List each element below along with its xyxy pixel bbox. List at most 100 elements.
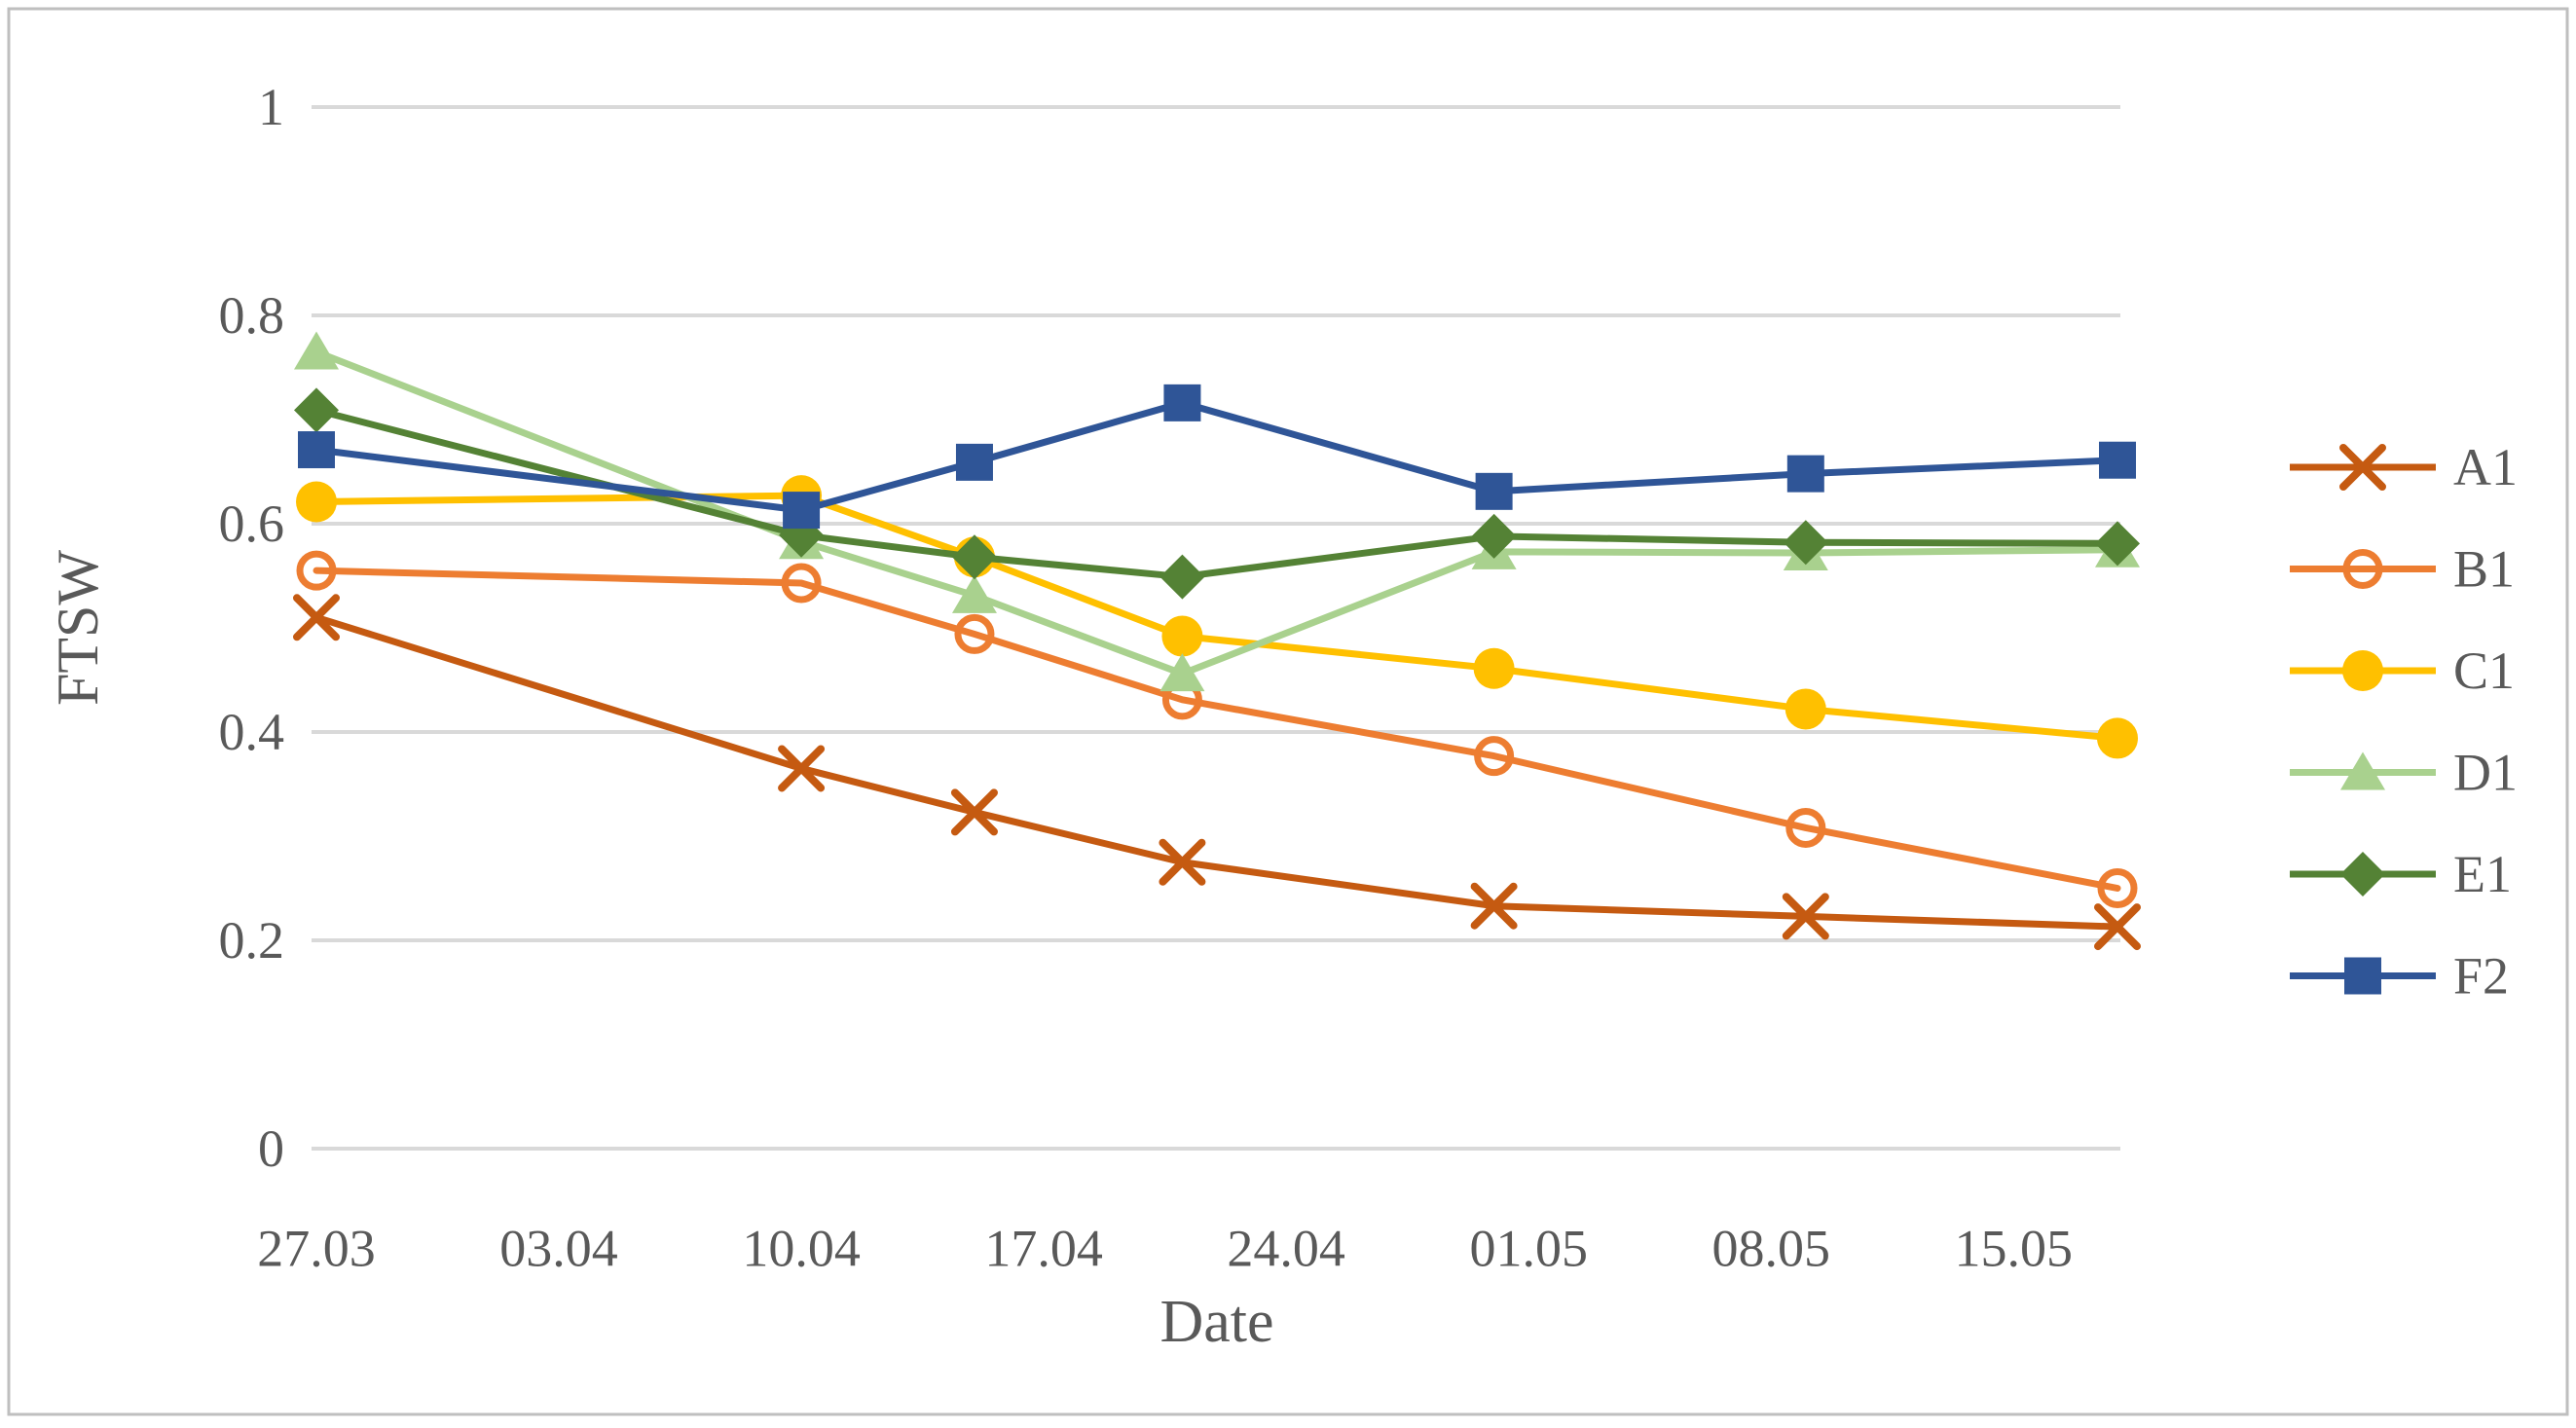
x-tick-label: 01.05 [1469,1219,1588,1277]
marker-E1-15.04 [951,534,997,580]
legend-marker-C1 [2342,650,2383,691]
y-axis-title: FTSW [46,550,110,706]
marker-A1-09.05 [1782,893,1829,940]
marker-A1-30.04 [1470,882,1518,930]
marker-E1-30.04-diamond [1471,513,1517,559]
y-tick-label: 1 [258,78,284,136]
legend-label-E1: E1 [2453,845,2512,903]
marker-E1-27.03 [294,387,339,433]
marker-F2-15.04-square [955,443,993,481]
marker-B1-27.03 [296,550,337,591]
marker-E1-09.05 [1783,520,1828,566]
series-F2 [298,384,2136,530]
x-tick-label: 17.04 [984,1219,1103,1277]
marker-F2-15.04 [955,443,993,481]
marker-E1-15.04-diamond [951,534,997,580]
marker-D1-15.04 [951,574,997,613]
marker-A1-18.05 [2094,903,2141,951]
legend-item-E1: E1 [2290,845,2512,903]
marker-A1-30.04-x [1470,882,1518,930]
series-B1 [296,550,2138,908]
x-tick-label: 08.05 [1711,1219,1830,1277]
y-tick-label: 0.4 [219,703,285,761]
legend-label-A1: A1 [2453,438,2518,496]
marker-B1-10.04-circle-open [781,563,822,604]
marker-E1-21.04 [1159,554,1205,600]
legend-marker-F2-square [2344,957,2381,995]
marker-E1-18.05 [2095,521,2140,567]
marker-C1-18.05 [2097,717,2138,759]
x-tick-label: 10.04 [742,1219,861,1277]
marker-C1-27.03-circle [296,481,337,523]
y-tick-label: 0.8 [219,286,285,345]
marker-F2-18.05 [2099,441,2136,479]
x-axis-tick-labels: 27.03 03.04 10.04 17.04 24.04 01.05 08.05 15.05 [257,1219,2073,1277]
marker-A1-27.03-x [293,594,340,641]
legend-item-C1: C1 [2290,641,2515,700]
legend-label-C1: C1 [2453,641,2515,700]
marker-A1-09.05-x [1782,893,1829,940]
marker-A1-10.04 [778,745,826,792]
series-C1 [296,475,2138,759]
x-tick-label: 15.05 [1955,1219,2074,1277]
series-A1 [293,594,2141,951]
marker-A1-21.04-x [1159,838,1206,886]
legend-item-A1: A1 [2290,438,2518,496]
marker-E1-09.05-diamond [1783,520,1828,566]
marker-E1-30.04 [1471,513,1517,559]
legend-marker-D1 [2340,751,2385,790]
marker-B1-15.04-circle-open [954,613,995,654]
legend-marker-B1-circle-open [2342,549,2383,589]
marker-C1-09.05 [1785,688,1826,730]
legend-marker-D1-triangle [2340,751,2385,790]
y-tick-label: 0 [258,1119,284,1178]
legend-marker-F2 [2344,957,2381,995]
x-tick-label: 24.04 [1227,1219,1345,1277]
marker-F2-30.04 [1475,472,1513,510]
legend-marker-C1-circle [2342,650,2383,691]
marker-A1-27.03 [293,594,340,641]
marker-B1-15.04 [954,613,995,654]
marker-B1-09.05-circle-open [1785,807,1826,848]
marker-D1-15.04-triangle [951,574,997,613]
marker-B1-18.05 [2097,868,2138,908]
marker-E1-18.05-diamond [2095,521,2140,567]
legend-label-B1: B1 [2453,540,2515,599]
x-tick-label: 03.04 [499,1219,618,1277]
gridlines [312,105,2120,1151]
marker-E1-21.04-diamond [1159,554,1205,600]
x-axis-title: Date [1159,1289,1273,1355]
series-line-B1 [313,567,2121,892]
marker-F2-21.04-square [1163,384,1201,421]
marker-F2-09.05-square [1786,455,1824,493]
marker-B1-18.05-circle-open [2097,868,2138,908]
marker-D1-27.03-triangle [294,331,339,370]
x-tick-label: 27.03 [257,1219,376,1277]
marker-C1-21.04-circle [1161,615,1203,657]
marker-F2-10.04 [783,492,821,530]
marker-B1-09.05 [1785,807,1826,848]
marker-F2-18.05-square [2099,441,2136,479]
marker-F2-27.03 [298,431,335,469]
marker-C1-30.04 [1473,647,1515,689]
legend-marker-E1-diamond [2340,852,2385,897]
legend-marker-A1-x [2339,444,2386,491]
marker-D1-21.04 [1159,653,1205,692]
marker-F2-21.04 [1163,384,1201,421]
marker-A1-21.04 [1159,838,1206,886]
marker-D1-21.04-triangle [1159,653,1205,692]
marker-B1-10.04 [781,563,822,604]
marker-C1-30.04-circle [1473,647,1515,689]
marker-C1-21.04 [1161,615,1203,657]
series-line-A1 [313,613,2121,931]
legend: A1 B1 C1 D1 E1 F2 [2290,438,2518,1006]
y-axis-tick-labels: 0 0.2 0.4 0.6 0.8 1 [219,78,285,1178]
legend-marker-E1 [2340,852,2385,897]
marker-B1-27.03-circle-open [296,550,337,591]
marker-E1-27.03-diamond [294,387,339,433]
series-E1 [294,387,2140,600]
marker-C1-18.05-circle [2097,717,2138,759]
marker-D1-27.03 [294,331,339,370]
